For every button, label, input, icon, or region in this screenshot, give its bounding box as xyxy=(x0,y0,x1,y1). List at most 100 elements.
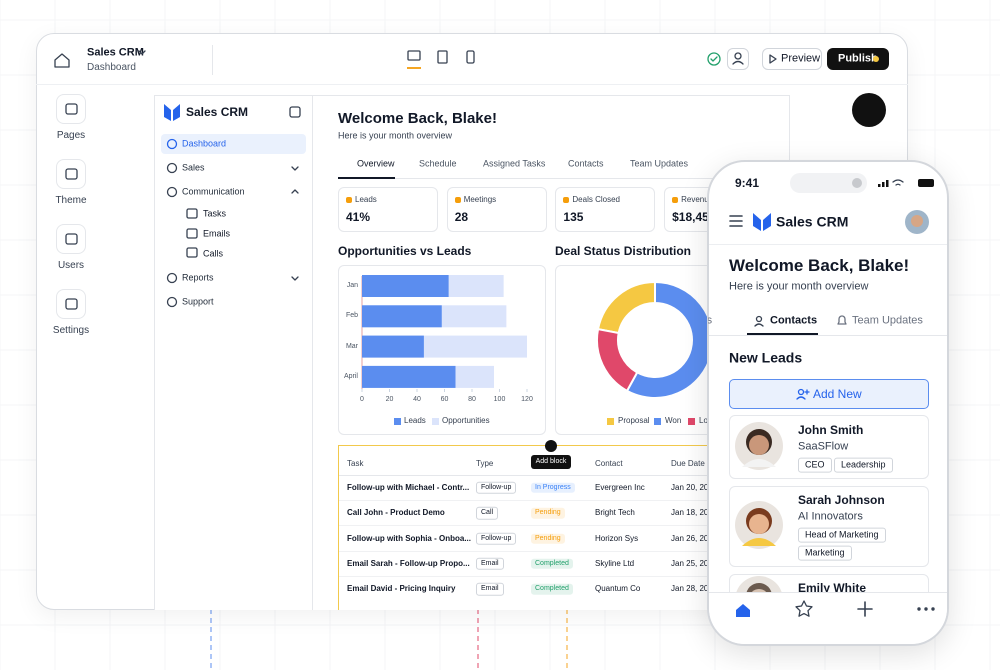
table-header: Contact xyxy=(595,459,623,469)
cell-task: Email Sarah - Follow-up Propo... xyxy=(347,559,470,569)
rail-label[interactable]: Theme xyxy=(55,195,87,206)
stat-label: Leads xyxy=(355,195,377,205)
tab[interactable]: Team Updates xyxy=(630,158,689,169)
site-name: Sales CRM xyxy=(87,46,144,59)
rail-button[interactable] xyxy=(56,224,86,254)
table-header: Task xyxy=(347,459,364,469)
x-tick-label: 40 xyxy=(413,395,421,403)
tab[interactable]: Assigned Tasks xyxy=(483,158,546,169)
legend-label: Leads xyxy=(404,416,426,426)
cell-task: Email David - Pricing Inquiry xyxy=(347,584,456,594)
legend-label: Won xyxy=(665,416,682,426)
legend-swatch xyxy=(654,418,661,425)
stat-emoji xyxy=(672,197,679,203)
legend-swatch xyxy=(688,418,695,425)
legend-swatch xyxy=(607,418,614,425)
preview-button[interactable] xyxy=(762,48,822,70)
add-block-button[interactable] xyxy=(545,440,557,452)
tooltip xyxy=(531,455,571,469)
phone-tab[interactable]: Tasks xyxy=(708,314,712,327)
rail-label[interactable]: Settings xyxy=(52,325,90,336)
stat-emoji xyxy=(454,197,461,203)
stat-card xyxy=(446,187,547,232)
phone-subtitle: Here is your month overview xyxy=(729,280,869,293)
status-badge: Pending xyxy=(531,508,565,519)
publish-button[interactable] xyxy=(827,48,889,70)
rail-label[interactable]: Users xyxy=(57,260,85,271)
status-badge: Pending xyxy=(531,533,565,544)
status-badge: Completed xyxy=(531,558,573,570)
page-name: Dashboard xyxy=(87,62,136,73)
phone-divider xyxy=(709,244,947,245)
y-tick-label: Feb xyxy=(345,312,358,320)
nav-subitem[interactable]: Emails xyxy=(203,228,231,239)
add-new-button[interactable] xyxy=(729,379,929,409)
tag: Leadership xyxy=(834,457,893,473)
rail-button[interactable] xyxy=(56,159,86,189)
rail-label[interactable]: Pages xyxy=(56,130,86,141)
cell-contact: Quantum Co xyxy=(595,584,641,594)
type-badge: Follow-up xyxy=(476,481,517,495)
legend-swatch xyxy=(394,418,401,425)
nav-item[interactable]: Reports xyxy=(182,272,214,283)
cell-contact: Skyline Ltd xyxy=(595,559,635,569)
fab[interactable] xyxy=(852,93,886,127)
y-tick-label: April xyxy=(343,372,358,380)
phone-tab[interactable]: Team Updates xyxy=(852,314,923,327)
status-badge: In Progress xyxy=(531,482,575,494)
preview-label[interactable]: Preview xyxy=(781,52,821,65)
chart-title: Opportunities vs Leads xyxy=(338,243,472,258)
legend-label: Proposal xyxy=(618,416,650,426)
lead-company: AI Innovators xyxy=(798,510,863,523)
phone-title: Welcome Back, Blake! xyxy=(729,255,910,275)
page-title: Welcome Back, Blake! xyxy=(338,110,497,127)
phone-tabs-border xyxy=(709,335,947,336)
nav-item[interactable]: Dashboard xyxy=(182,138,227,149)
stat-value: $18,45 xyxy=(672,209,709,224)
tab[interactable]: Schedule xyxy=(419,158,457,169)
add-new-label[interactable]: Add New xyxy=(813,386,862,401)
table-border xyxy=(339,475,739,476)
nav-item[interactable]: Communication xyxy=(182,186,245,197)
stat-label: Revenue xyxy=(681,195,714,205)
user-button[interactable] xyxy=(727,48,749,70)
publish-label[interactable]: Publish xyxy=(838,52,878,65)
nav-item[interactable]: Support xyxy=(182,296,214,307)
tab[interactable]: Overview xyxy=(357,158,395,169)
y-tick-label: Jan xyxy=(346,281,358,289)
phone-brand: Sales CRM xyxy=(776,213,849,230)
rail-button[interactable] xyxy=(56,289,86,319)
stat-value: 135 xyxy=(563,209,584,224)
cell-task: Follow-up with Michael - Contr... xyxy=(347,483,470,493)
brand: Sales CRM xyxy=(186,104,249,119)
topbar-divider xyxy=(212,45,213,75)
cell-contact: Bright Tech xyxy=(595,508,635,518)
type-badge: Email xyxy=(476,582,504,596)
stat-emoji xyxy=(346,197,352,203)
cell-due: Jan 18, 20 xyxy=(671,508,709,518)
nav-item[interactable]: Sales xyxy=(182,162,205,173)
tag: Marketing xyxy=(798,545,852,561)
stat-emoji xyxy=(563,197,570,203)
chart-card xyxy=(338,265,546,435)
rail-button[interactable] xyxy=(56,94,86,124)
x-tick-label: 0 xyxy=(360,395,364,403)
phone-tab-underline xyxy=(747,333,818,335)
y-tick-label: Mar xyxy=(345,342,358,350)
stat-value: 41% xyxy=(346,209,371,224)
cell-due: Jan 20, 20 xyxy=(671,483,709,493)
phone-tab[interactable]: Contacts xyxy=(770,314,818,327)
x-tick-label: 80 xyxy=(468,395,476,403)
lead-name: Sarah Johnson xyxy=(798,492,885,507)
nav-subitem[interactable]: Tasks xyxy=(203,208,227,219)
x-tick-label: 60 xyxy=(440,395,449,403)
tab[interactable]: Contacts xyxy=(568,158,604,169)
tab-underline xyxy=(338,177,395,179)
legend-swatch xyxy=(432,418,439,425)
chart-title: Deal Status Distribution xyxy=(555,243,692,258)
type-badge: Email xyxy=(476,557,504,571)
cell-due: Jan 28, 20 xyxy=(671,584,709,594)
stat-value: 28 xyxy=(454,209,469,224)
nav-subitem[interactable]: Calls xyxy=(203,248,224,259)
x-tick-label: 20 xyxy=(385,395,394,403)
